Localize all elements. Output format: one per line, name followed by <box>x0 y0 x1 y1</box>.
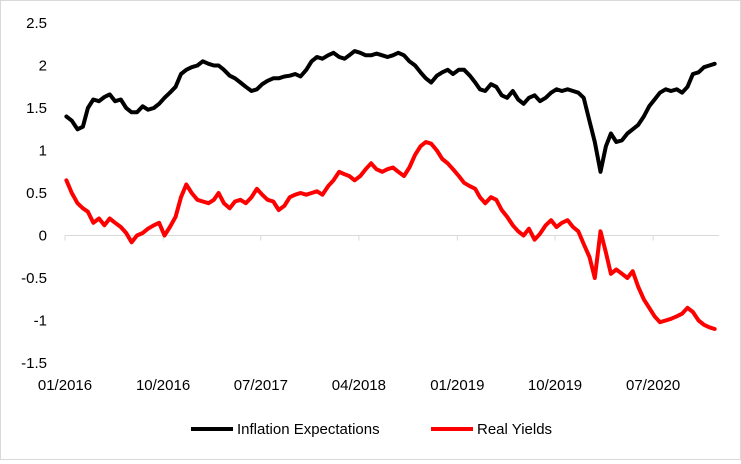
x-tick-label: 10/2019 <box>528 377 582 394</box>
x-tick-label: 04/2018 <box>332 377 386 394</box>
legend-item-inflation-expectations: Inflation Expectations <box>191 421 380 438</box>
x-tick-label: 07/2020 <box>626 377 680 394</box>
legend-label: Inflation Expectations <box>237 421 380 438</box>
y-tick-label: 2.5 <box>26 15 47 32</box>
y-tick-label: -0.5 <box>21 270 47 287</box>
x-tick-label: 01/2016 <box>38 377 92 394</box>
x-tick-label: 10/2016 <box>136 377 190 394</box>
y-tick-labels: -1.5 -1 -0.5 0 0.5 1 1.5 2 2.5 <box>21 15 47 372</box>
y-tick-label: -1.5 <box>21 355 47 372</box>
y-tick-label: 0.5 <box>26 185 47 202</box>
series-line-inflation-expectations <box>64 49 717 174</box>
series-line-real-yields <box>64 140 717 331</box>
x-tick-label: 07/2017 <box>234 377 288 394</box>
legend-label: Real Yields <box>477 421 552 438</box>
y-tick-label: 1.5 <box>26 100 47 117</box>
y-tick-label: 0 <box>39 228 47 245</box>
y-tick-label: -1 <box>34 313 47 330</box>
x-tick-label: 01/2019 <box>430 377 484 394</box>
legend: Inflation Expectations Real Yields <box>191 421 552 438</box>
series-lines <box>64 49 717 331</box>
x-tick-labels: 01/2016 10/2016 07/2017 04/2018 01/2019 10/20… <box>38 377 680 394</box>
y-tick-label: 1 <box>39 143 47 160</box>
y-tick-label: 2 <box>39 58 47 75</box>
legend-item-real-yields: Real Yields <box>431 421 552 438</box>
